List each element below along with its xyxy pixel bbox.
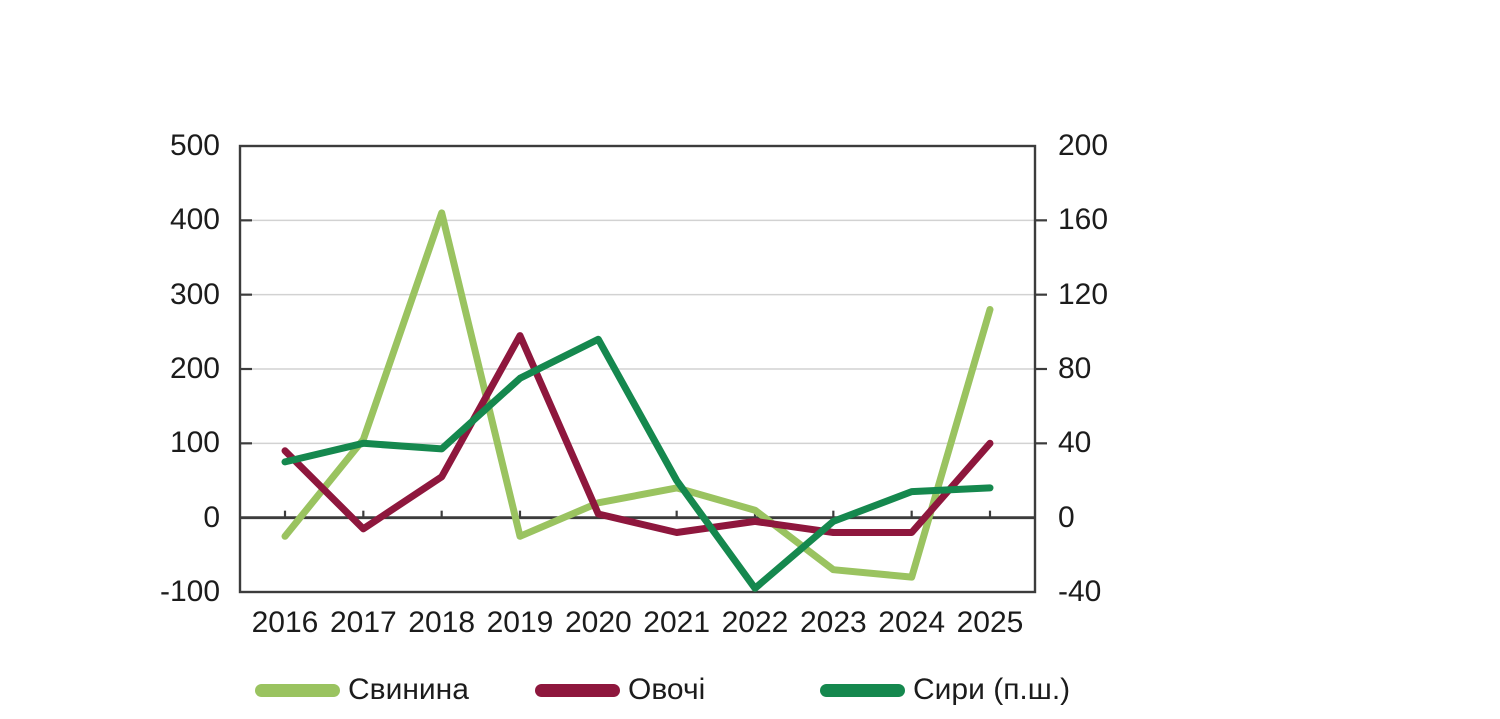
legend-label-syry: Сири (п.ш.) <box>913 673 1071 706</box>
right-axis-tick-label: 120 <box>1058 277 1109 311</box>
left-axis-tick-label: 200 <box>169 352 220 385</box>
legend-swatch-svynyna <box>255 683 340 697</box>
left-axis-tick-label: 300 <box>169 277 220 311</box>
left-axis-tick-label: 100 <box>169 426 220 460</box>
legend: Свинина Овочі Сири (п.ш.) <box>0 672 1100 708</box>
right-axis-tick-label: -40 <box>1058 575 1102 608</box>
x-axis-tick-label: 2025 <box>956 606 1024 639</box>
x-axis-tick-label: 2023 <box>799 606 867 639</box>
x-axis-tick-label: 2024 <box>878 606 946 639</box>
legend-swatch-ovochi <box>535 683 620 697</box>
series-line-2 <box>281 335 994 592</box>
x-axis-tick-label: 2019 <box>486 606 554 639</box>
x-axis-tick-label: 2021 <box>643 606 711 639</box>
legend-label-svynyna: Свинина <box>348 673 469 706</box>
legend-item-svynyna: Свинина <box>255 672 469 708</box>
right-axis-tick-label: 40 <box>1058 426 1092 460</box>
plot-frame <box>238 144 1037 594</box>
legend-item-ovochi: Овочі <box>535 672 705 708</box>
right-axis-tick-label: 80 <box>1058 352 1092 385</box>
left-axis-tick-label: 400 <box>169 203 220 237</box>
left-axis-tick-label: 0 <box>203 500 220 534</box>
x-axis-tick-label: 2017 <box>329 606 397 639</box>
series-line-1 <box>281 332 994 536</box>
right-axis-tick-label: 160 <box>1058 203 1109 237</box>
right-axis-tick-label: 0 <box>1058 500 1075 534</box>
left-axis-tick-label: 500 <box>169 129 220 162</box>
x-axis-tick-label: 2016 <box>251 606 319 639</box>
left-axis-tick-label: -100 <box>159 575 220 608</box>
x-axis-tick-label: 2022 <box>721 606 789 639</box>
x-axis-tick-label: 2020 <box>564 606 632 639</box>
legend-item-syry: Сири (п.ш.) <box>820 672 1070 708</box>
legend-label-ovochi: Овочі <box>628 673 706 706</box>
series-line-0 <box>281 209 994 581</box>
x-axis-tick-label: 2018 <box>408 606 476 639</box>
right-axis-tick-label: 200 <box>1058 129 1109 162</box>
legend-swatch-syry <box>820 683 905 697</box>
